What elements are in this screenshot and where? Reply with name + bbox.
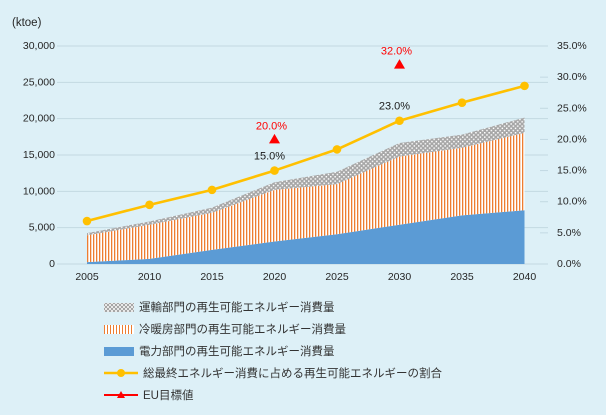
area-power — [87, 210, 525, 264]
svg-text:25,000: 25,000 — [23, 76, 55, 88]
chart-legend: 運輸部門の再生可能エネルギー消費量 冷暖房部門の再生可能エネルギー消費量 電力部… — [104, 299, 442, 403]
svg-text:20.0%: 20.0% — [256, 120, 287, 132]
legend-label-res-share: 総最終エネルギー消費に占める再生可能エネルギーの割合 — [143, 368, 442, 380]
legend-item-power: 電力部門の再生可能エネルギー消費量 — [104, 343, 442, 359]
svg-text:2040: 2040 — [513, 271, 537, 283]
legend-item-res-share: 総最終エネルギー消費に占める再生可能エネルギーの割合 — [104, 365, 442, 381]
svg-text:0.0%: 0.0% — [557, 258, 581, 270]
legend-label-heating-cooling: 冷暖房部門の再生可能エネルギー消費量 — [139, 324, 346, 336]
legend-item-eu-target: EU目標値 — [104, 387, 442, 403]
heating-cooling-area-swatch-icon — [104, 324, 134, 334]
eu-target-triangle-icon — [394, 59, 405, 69]
res-share-line-swatch-icon — [104, 369, 138, 377]
svg-text:(ktoe): (ktoe) — [12, 17, 42, 29]
svg-text:25.0%: 25.0% — [557, 102, 587, 114]
legend-item-heating-cooling: 冷暖房部門の再生可能エネルギー消費量 — [104, 321, 442, 337]
legend-label-eu-target: EU目標値 — [143, 390, 194, 402]
svg-text:15.0%: 15.0% — [557, 165, 587, 177]
svg-text:20,000: 20,000 — [23, 113, 55, 125]
svg-text:0: 0 — [49, 258, 55, 270]
axis-labels: 0 5,000 10,000 15,000 20,000 25,000 30,000 0.0%… — [12, 17, 587, 283]
legend-item-transport: 運輸部門の再生可能エネルギー消費量 — [104, 299, 442, 315]
svg-text:23.0%: 23.0% — [379, 101, 410, 113]
legend-label-power: 電力部門の再生可能エネルギー消費量 — [139, 346, 335, 358]
area-transport — [87, 117, 525, 236]
svg-text:10,000: 10,000 — [23, 185, 55, 197]
svg-text:32.0%: 32.0% — [381, 46, 412, 58]
power-area-swatch-icon — [104, 346, 134, 356]
svg-text:2030: 2030 — [388, 271, 412, 283]
svg-text:2010: 2010 — [138, 271, 162, 283]
stacked-area-chart: 0 5,000 10,000 15,000 20,000 25,000 30,000 0.0%… — [12, 17, 587, 283]
svg-text:5.0%: 5.0% — [557, 227, 581, 239]
eu-target-triangle-icon — [269, 133, 280, 144]
legend-label-transport: 運輸部門の再生可能エネルギー消費量 — [139, 302, 335, 314]
eu-target-line-swatch-icon — [104, 391, 138, 398]
svg-text:10.0%: 10.0% — [557, 196, 587, 208]
stacked-areas — [87, 117, 525, 264]
line-data-labels: 15.0% 23.0% — [254, 101, 410, 163]
svg-text:35.0%: 35.0% — [557, 40, 587, 52]
svg-text:2035: 2035 — [450, 271, 474, 283]
svg-text:2015: 2015 — [200, 271, 224, 283]
svg-text:2005: 2005 — [75, 271, 99, 283]
svg-text:5,000: 5,000 — [29, 222, 55, 234]
svg-text:30,000: 30,000 — [23, 40, 55, 52]
area-heating-cooling — [87, 132, 525, 263]
svg-text:15,000: 15,000 — [23, 149, 55, 161]
svg-text:30.0%: 30.0% — [557, 71, 587, 83]
eu-target-markers: 20.0% 32.0% — [256, 46, 412, 144]
svg-text:15.0%: 15.0% — [254, 151, 285, 163]
res-share-line — [82, 81, 529, 226]
svg-text:2025: 2025 — [325, 271, 349, 283]
transport-area-swatch-icon — [104, 302, 134, 312]
svg-text:20.0%: 20.0% — [557, 133, 587, 145]
svg-text:2020: 2020 — [263, 271, 287, 283]
